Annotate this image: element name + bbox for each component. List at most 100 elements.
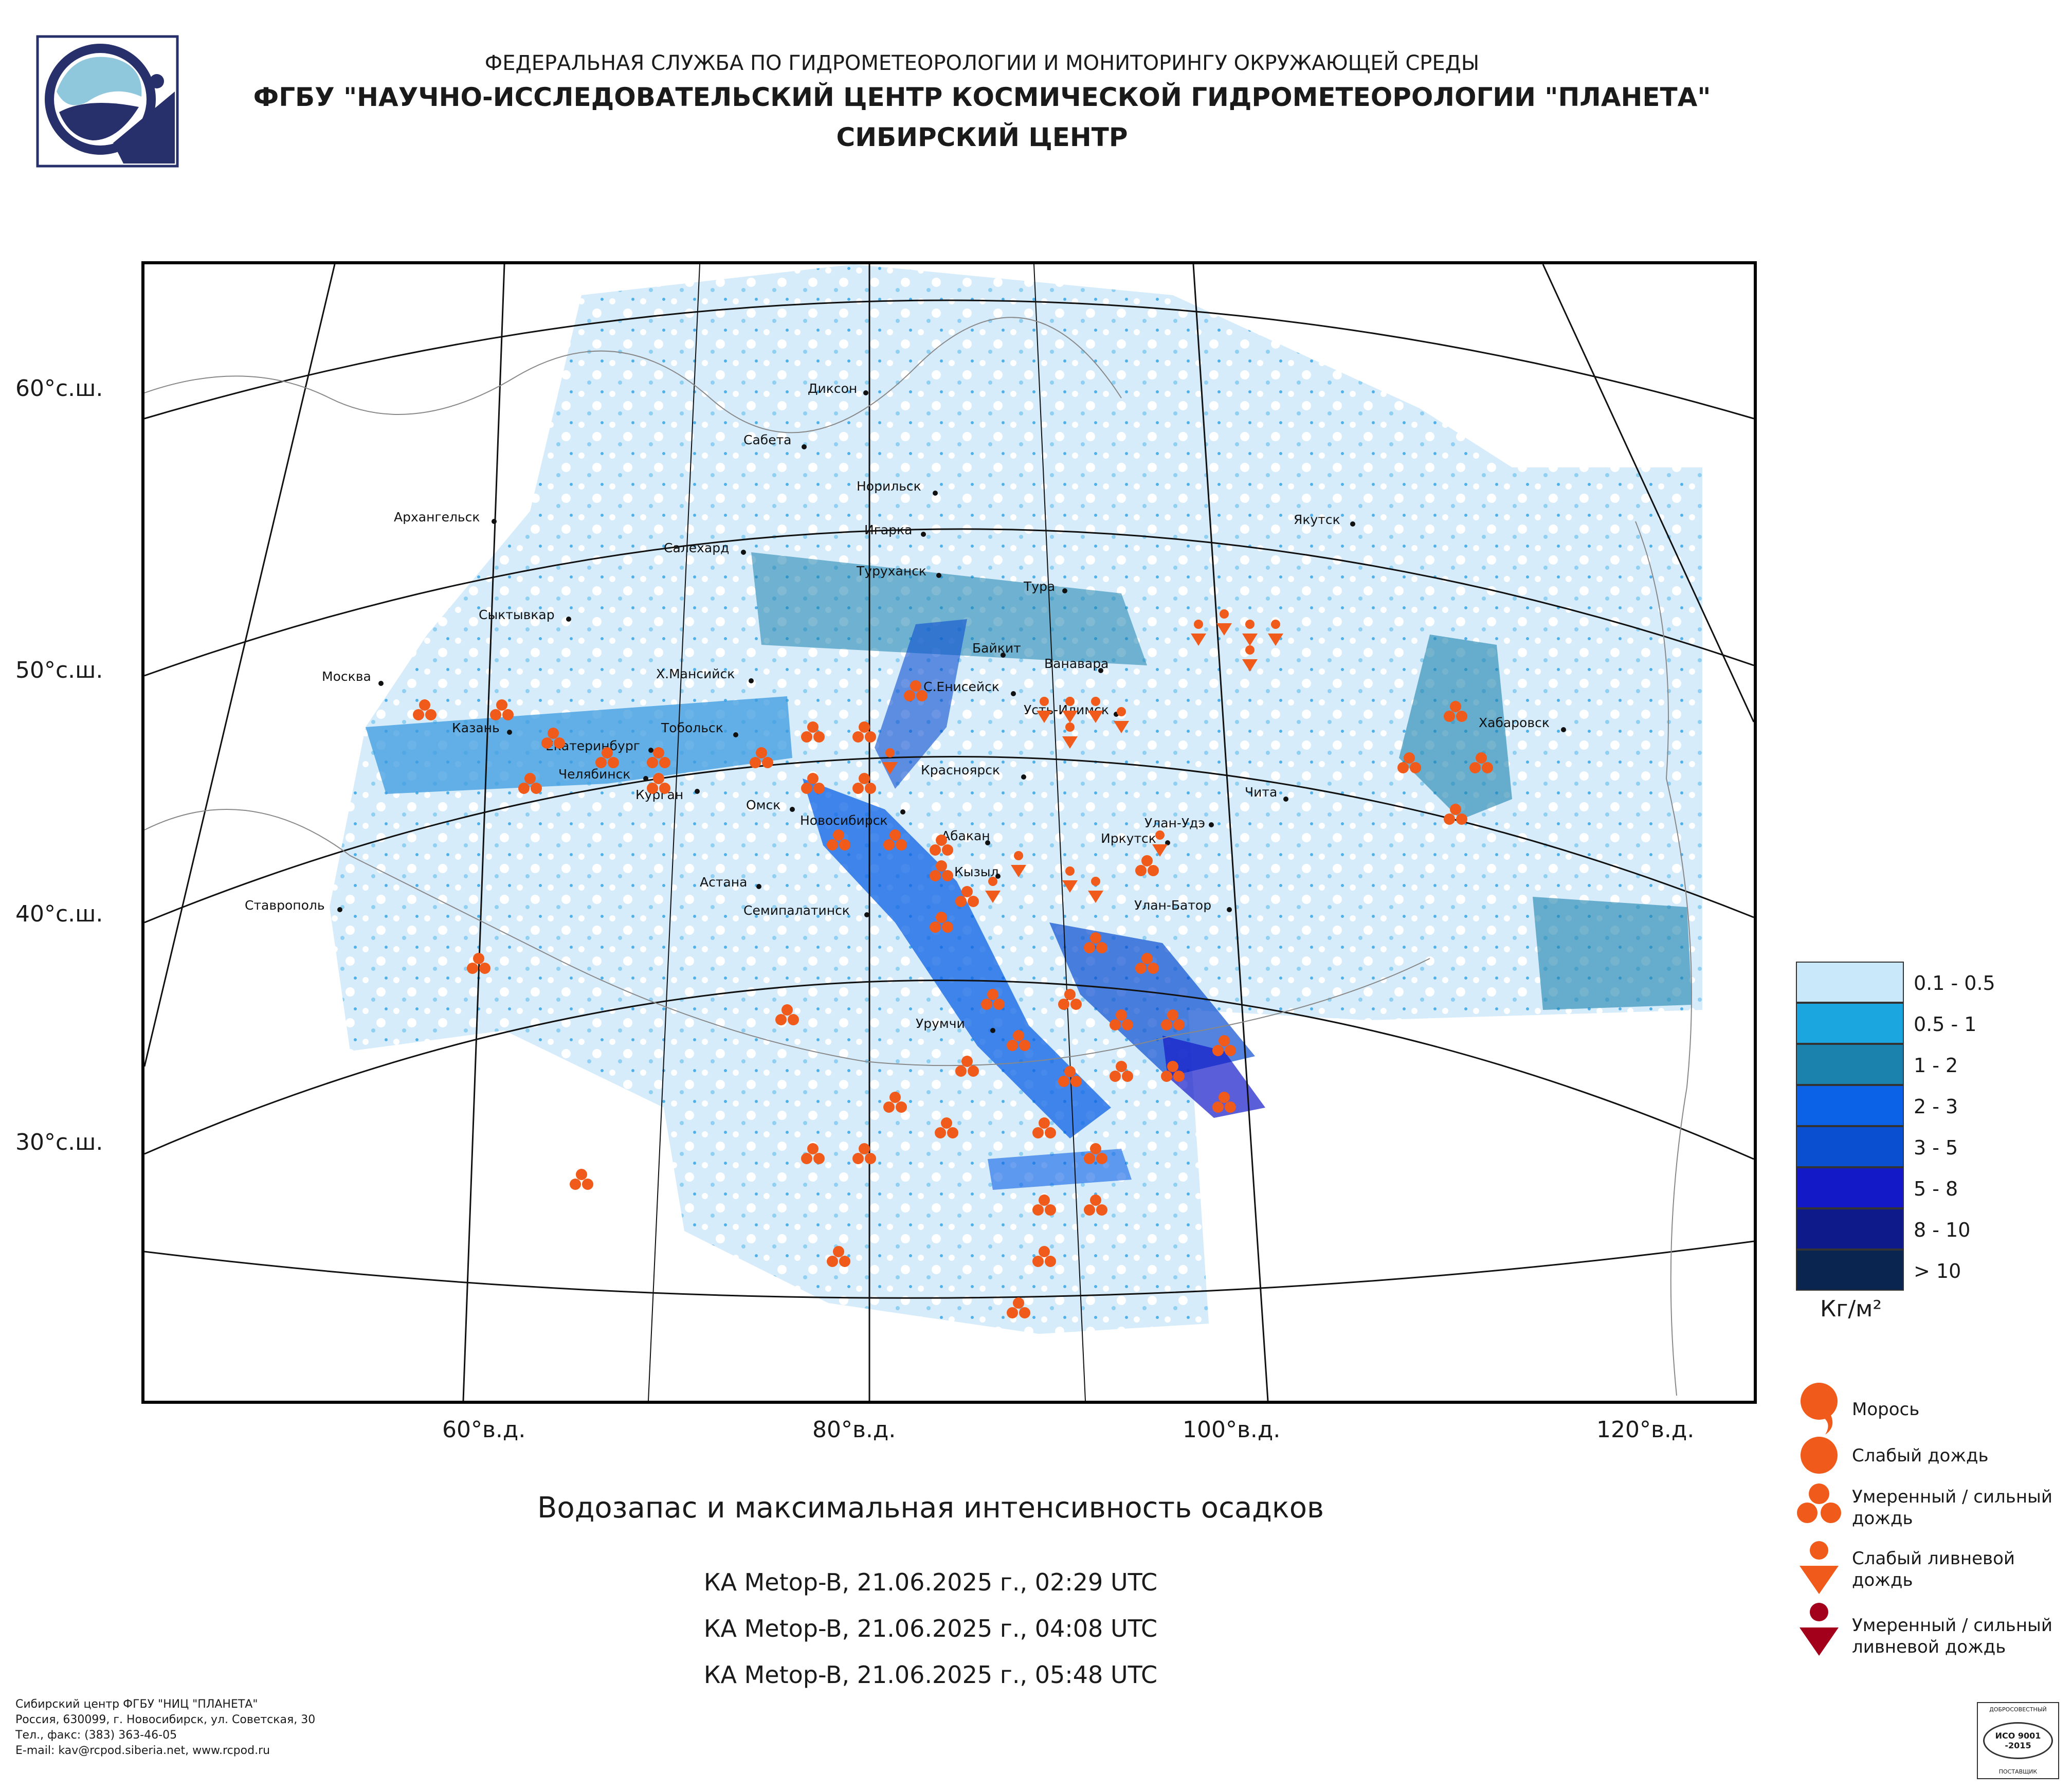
city-label: Красноярск <box>921 763 1000 777</box>
rain-marker <box>570 1169 593 1190</box>
rain-marker <box>1007 1297 1030 1318</box>
shower-marker <box>1062 866 1078 893</box>
lat-label: 40°с.ш. <box>15 901 103 927</box>
rain-marker <box>852 773 876 794</box>
city-label: Туруханск <box>856 564 926 578</box>
rain-marker <box>1469 752 1493 773</box>
city-label: Астана <box>700 875 747 890</box>
city-label: Улан-Батор <box>1134 898 1211 913</box>
city-label: С.Енисейск <box>923 679 999 694</box>
heavy-shower-label: Умеренный / сильный ливневой дождь <box>1852 1615 2052 1657</box>
city-label: Байкит <box>972 641 1021 656</box>
city-label: Абакан <box>941 828 990 843</box>
rain-marker <box>801 1143 825 1164</box>
city-label: Семипалатинск <box>743 903 850 918</box>
rain-marker <box>1397 752 1421 773</box>
shower-marker <box>1088 697 1103 723</box>
city-label: Ванавара <box>1044 656 1108 671</box>
city-label: Сыктывкар <box>479 607 555 622</box>
rain-marker <box>1007 1030 1030 1051</box>
legend-swatch <box>1796 1044 1904 1085</box>
rain-marker <box>1135 953 1159 974</box>
city-label: Москва <box>322 669 371 684</box>
legend-label: 3 - 5 <box>1914 1136 1958 1159</box>
light-shower-label: Слабый ливневой дождь <box>1852 1548 2015 1590</box>
rain-marker <box>775 1004 799 1025</box>
rain-marker <box>1212 1092 1236 1113</box>
city-label: Диксон <box>808 381 857 396</box>
rain-marker <box>930 860 953 881</box>
city-label: Тобольск <box>661 720 723 735</box>
city-label: Казань <box>452 720 500 735</box>
footer-line: E-mail: kav@rcpod.siberia.net, www.rcpod… <box>15 1744 270 1757</box>
city-label: Норильск <box>857 479 921 494</box>
footer-line: Россия, 630099, г. Новосибирск, ул. Сове… <box>15 1713 316 1726</box>
shower-marker <box>1191 620 1206 646</box>
rain-marker <box>595 747 619 768</box>
rain-marker <box>1058 989 1082 1010</box>
city-label: Урумчи <box>916 1016 965 1031</box>
legend-label: 5 - 8 <box>1914 1178 1958 1200</box>
footer-info: Сибирский центр ФГБУ "НИЦ "ПЛАНЕТА" Росс… <box>15 1697 315 1759</box>
legend-swatch <box>1796 1167 1904 1208</box>
footer-line: Сибирский центр ФГБУ "НИЦ "ПЛАНЕТА" <box>15 1698 258 1711</box>
rain-marker <box>467 953 490 974</box>
city-label: Ставрополь <box>245 898 325 913</box>
pass-time: КА Metop-B, 21.06.2025 г., 05:48 UTC <box>703 1661 1158 1689</box>
shower-marker <box>1062 722 1078 749</box>
shower-marker <box>1114 707 1129 733</box>
iso-badge-bottom: ПОСТАВЩИК <box>1998 1768 2038 1775</box>
rain-marker <box>883 1092 907 1113</box>
rain-marker <box>955 1056 979 1077</box>
iso-badge-top: ДОБРОСОВЕСТНЫЙ <box>1989 1706 2047 1713</box>
lon-label: 120°в.д. <box>1596 1417 1695 1443</box>
rain-marker <box>647 747 670 768</box>
rain-marker <box>930 912 953 933</box>
water-content-swath <box>330 264 1702 1334</box>
header-center: СИБИРСКИЙ ЦЕНТР <box>836 122 1128 152</box>
iso-badge-middle: ИСО 9001 -2015 <box>1983 1722 2053 1759</box>
rain-marker <box>852 721 876 743</box>
lon-label: 80°в.д. <box>812 1417 896 1443</box>
legend-label: 2 - 3 <box>1914 1095 1958 1118</box>
shower-marker <box>1152 830 1168 857</box>
drizzle-label: Морось <box>1852 1399 1920 1420</box>
city-label: Омск <box>746 798 780 812</box>
rain-marker <box>647 773 670 794</box>
shower-marker <box>1268 620 1283 646</box>
city-label: Салехард <box>664 540 729 555</box>
rain-marker <box>1032 1195 1056 1216</box>
lat-label: 30°с.ш. <box>15 1129 103 1155</box>
rain-marker <box>1084 932 1107 953</box>
rain-marker <box>1032 1246 1056 1267</box>
legend-label: 0.5 - 1 <box>1914 1013 1977 1036</box>
planeta-logo <box>36 35 179 168</box>
legend-swatch <box>1796 1126 1904 1167</box>
rain-marker <box>930 835 953 856</box>
rain-marker <box>904 680 928 701</box>
rain-marker <box>1444 804 1467 825</box>
rain-marker <box>827 1246 850 1267</box>
moderate-rain-label: Умеренный / сильный дождь <box>1852 1487 2052 1529</box>
rain-marker <box>801 721 825 743</box>
city-label: Х.Мансийск <box>656 666 735 681</box>
light-rain-icon <box>1801 1437 1838 1474</box>
shower-marker <box>1242 620 1258 646</box>
city-label: Улан-Удэ <box>1144 816 1205 830</box>
light-shower-icon <box>1800 1541 1839 1594</box>
shower-marker <box>1011 851 1026 877</box>
rain-marker <box>1135 855 1159 876</box>
light-rain-label: Слабый дождь <box>1852 1445 1989 1466</box>
iso-badge: ДОБРОСОВЕСТНЫЙ ИСО 9001 -2015 ПОСТАВЩИК <box>1977 1702 2059 1779</box>
lat-label: 60°с.ш. <box>15 375 103 402</box>
footer-line: Тел., факс: (383) 363-46-05 <box>15 1729 177 1742</box>
legend-swatch <box>1796 1003 1904 1044</box>
city-label: Архангельск <box>394 510 480 524</box>
rain-marker <box>518 773 542 794</box>
rain-marker <box>935 1117 958 1138</box>
graticule <box>144 264 1754 1401</box>
shower-marker <box>1088 877 1103 903</box>
lat-label: 50°с.ш. <box>15 657 103 683</box>
rain-marker <box>1110 1009 1133 1030</box>
legend-swatch <box>1796 1208 1904 1250</box>
